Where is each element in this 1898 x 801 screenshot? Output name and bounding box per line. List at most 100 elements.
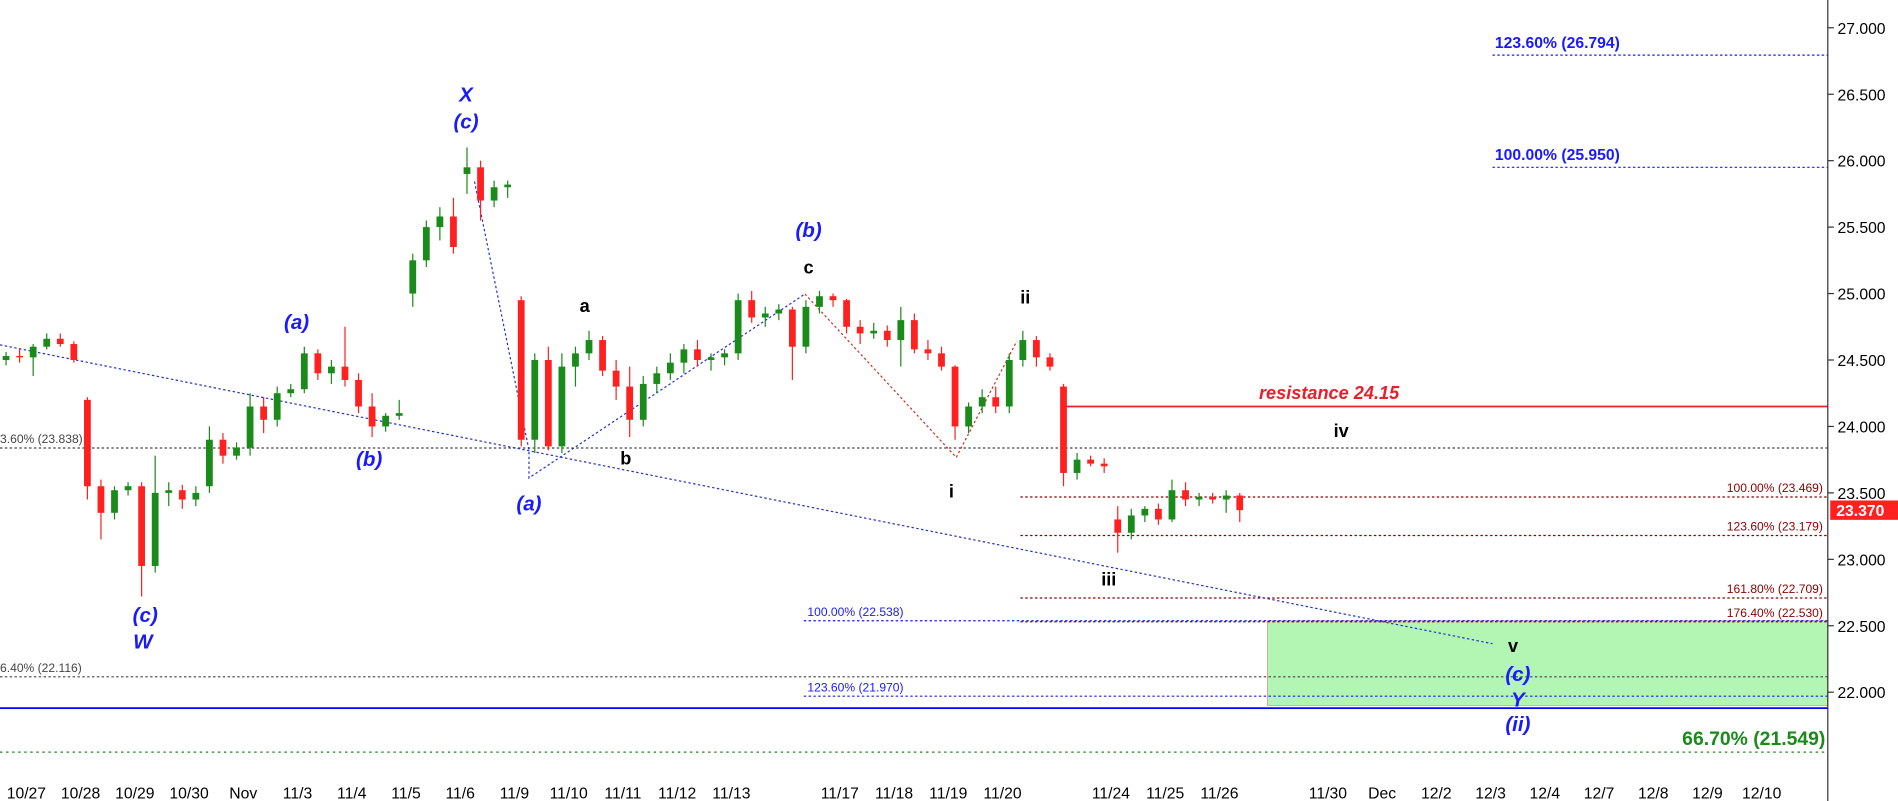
candle-body bbox=[97, 486, 105, 513]
x-tick-label: 11/11 bbox=[604, 786, 641, 801]
candle-body bbox=[56, 338, 64, 345]
candle-body bbox=[246, 406, 254, 448]
level-label: 6.40% (22.116) bbox=[0, 661, 82, 675]
wave-label: iv bbox=[1334, 421, 1350, 441]
x-tick-label: 12/2 bbox=[1421, 786, 1452, 801]
candle-body bbox=[816, 296, 823, 307]
level-label: 123.60% (21.970) bbox=[807, 680, 903, 694]
candle-body bbox=[192, 492, 200, 500]
candle-body bbox=[788, 309, 796, 347]
x-tick-label: 11/17 bbox=[821, 786, 859, 801]
level-label: 100.00% (22.538) bbox=[807, 605, 903, 619]
candle-body bbox=[436, 216, 444, 228]
wave-label: (b) bbox=[795, 219, 821, 242]
candle-body bbox=[707, 357, 715, 360]
candle-body bbox=[178, 490, 186, 500]
level-label: 66.70% (21.549) bbox=[1682, 728, 1825, 750]
x-tick-label: 11/24 bbox=[1092, 786, 1130, 801]
level-label: 3.60% (23.838) bbox=[0, 432, 83, 446]
candle-body bbox=[504, 184, 512, 188]
y-tick-label: 22.000 bbox=[1837, 685, 1885, 702]
wave-label: (a) bbox=[284, 311, 309, 334]
candle-body bbox=[151, 492, 159, 566]
y-tick-label: 23.000 bbox=[1837, 552, 1885, 569]
candle-body bbox=[43, 338, 51, 347]
x-tick-label: 12/9 bbox=[1692, 786, 1723, 801]
candle-body bbox=[260, 406, 268, 420]
candle-body bbox=[910, 320, 918, 350]
x-tick-label: 11/20 bbox=[983, 786, 1021, 801]
wave-label: c bbox=[804, 257, 814, 277]
last-price-label: 23.370 bbox=[1836, 503, 1884, 520]
candle-body bbox=[1033, 340, 1040, 358]
candle-body bbox=[1087, 459, 1095, 464]
candle-body bbox=[1073, 459, 1081, 473]
candle-body bbox=[517, 300, 525, 440]
x-tick-label: 11/26 bbox=[1200, 786, 1238, 801]
x-tick-label: 11/9 bbox=[500, 786, 529, 801]
y-tick-label: 24.000 bbox=[1837, 419, 1885, 436]
candle-body bbox=[490, 187, 498, 201]
candle-body bbox=[924, 349, 932, 354]
level-label: 100.00% (25.950) bbox=[1495, 147, 1620, 164]
x-tick-label: 12/3 bbox=[1475, 786, 1506, 801]
candle-layer bbox=[2, 147, 1244, 597]
candle-body bbox=[1005, 359, 1013, 407]
x-tick-label: 11/5 bbox=[391, 786, 421, 801]
candle-body bbox=[1114, 519, 1122, 533]
candle-body bbox=[1127, 515, 1135, 533]
x-tick-label: 11/18 bbox=[875, 786, 913, 801]
candle-body bbox=[544, 359, 552, 447]
level-label: resistance 24.15 bbox=[1259, 383, 1400, 403]
level-layer: 123.60% (26.794) 100.00% (25.950) 3.60% (2… bbox=[0, 35, 1828, 753]
x-tick-label: 11/30 bbox=[1309, 786, 1347, 801]
candle-body bbox=[287, 389, 295, 394]
target-zone bbox=[1266, 620, 1829, 706]
candle-body bbox=[951, 366, 959, 427]
candle-body bbox=[477, 167, 484, 201]
wave-label: i bbox=[949, 481, 954, 501]
candle-body bbox=[938, 353, 945, 367]
candle-body bbox=[761, 313, 769, 318]
candle-body bbox=[897, 320, 905, 341]
last-price-box bbox=[1830, 500, 1898, 520]
wave-label: iii bbox=[1101, 570, 1116, 590]
wave-label: v bbox=[1508, 636, 1519, 656]
candle-body bbox=[1155, 508, 1162, 520]
x-tick-label: 11/12 bbox=[658, 786, 696, 801]
candle-body bbox=[639, 383, 647, 420]
x-tick-label: 12/4 bbox=[1529, 786, 1560, 801]
candle-body bbox=[802, 306, 810, 347]
candle-body bbox=[585, 340, 593, 354]
candle-body bbox=[29, 346, 37, 358]
candle-body bbox=[978, 397, 986, 407]
candle-body bbox=[463, 167, 471, 174]
x-tick-label: 10/29 bbox=[115, 786, 154, 801]
x-tick-label: 12/10 bbox=[1742, 786, 1782, 801]
zone-layer bbox=[1266, 620, 1829, 706]
candle-body bbox=[734, 300, 742, 354]
wave-label: (a) bbox=[516, 493, 541, 516]
y-tick-label: 22.500 bbox=[1837, 619, 1885, 636]
candle-body bbox=[612, 370, 620, 387]
y-tick-label: 24.500 bbox=[1837, 353, 1885, 370]
wave-label: b bbox=[620, 449, 631, 469]
candle-body bbox=[1019, 340, 1027, 360]
wave-label: Y bbox=[1511, 689, 1527, 712]
candle-body bbox=[341, 366, 349, 380]
x-tick-label: Dec bbox=[1368, 786, 1396, 801]
x-tick-label: 11/3 bbox=[283, 786, 313, 801]
candle-body bbox=[666, 362, 674, 374]
candle-body bbox=[368, 406, 376, 427]
candle-body bbox=[328, 366, 335, 374]
wave-label: X bbox=[458, 84, 474, 107]
candle-body bbox=[558, 366, 566, 447]
candle-body bbox=[653, 373, 661, 384]
candle-body bbox=[1182, 490, 1189, 500]
y-tick-label: 25.000 bbox=[1837, 287, 1885, 304]
candle-body bbox=[16, 356, 23, 358]
axis-layer: 10/27 10/28 10/29 10/30 Nov 11/3 11/4 11/5 11/6 1… bbox=[7, 0, 1898, 801]
candle-body bbox=[273, 393, 281, 420]
